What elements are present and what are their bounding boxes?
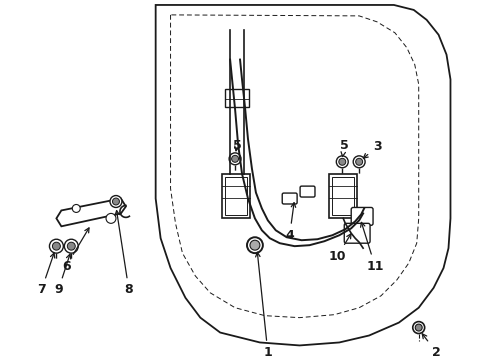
Circle shape (113, 198, 120, 205)
Text: 7: 7 (37, 253, 55, 296)
Circle shape (64, 239, 78, 253)
Circle shape (232, 156, 239, 162)
Circle shape (339, 158, 346, 165)
Text: 5: 5 (340, 139, 349, 157)
Text: 3: 3 (364, 140, 381, 158)
Circle shape (415, 324, 422, 331)
Text: 9: 9 (54, 254, 71, 296)
Circle shape (110, 195, 122, 207)
Circle shape (106, 213, 116, 223)
Circle shape (336, 156, 348, 168)
FancyBboxPatch shape (344, 223, 370, 243)
Text: 5: 5 (233, 139, 242, 152)
Text: 8: 8 (115, 211, 133, 296)
Text: 10: 10 (329, 234, 351, 262)
FancyBboxPatch shape (282, 193, 297, 204)
Bar (225, 89, 249, 107)
Circle shape (353, 156, 365, 168)
Circle shape (413, 321, 425, 333)
Bar (332, 177, 354, 215)
Bar (222, 174, 250, 219)
FancyBboxPatch shape (351, 207, 373, 225)
Polygon shape (56, 198, 126, 226)
Text: 2: 2 (422, 334, 441, 359)
Bar (225, 177, 247, 215)
Circle shape (67, 242, 75, 250)
Bar (329, 174, 357, 219)
Text: 6: 6 (62, 228, 89, 273)
Circle shape (229, 153, 241, 165)
FancyBboxPatch shape (300, 186, 315, 197)
Circle shape (73, 204, 80, 212)
Circle shape (250, 240, 260, 250)
Text: 1: 1 (256, 252, 272, 359)
Text: 11: 11 (361, 222, 384, 273)
Circle shape (49, 239, 63, 253)
Text: 4: 4 (285, 203, 295, 242)
Circle shape (356, 158, 363, 165)
Circle shape (52, 242, 60, 250)
Circle shape (247, 237, 263, 253)
